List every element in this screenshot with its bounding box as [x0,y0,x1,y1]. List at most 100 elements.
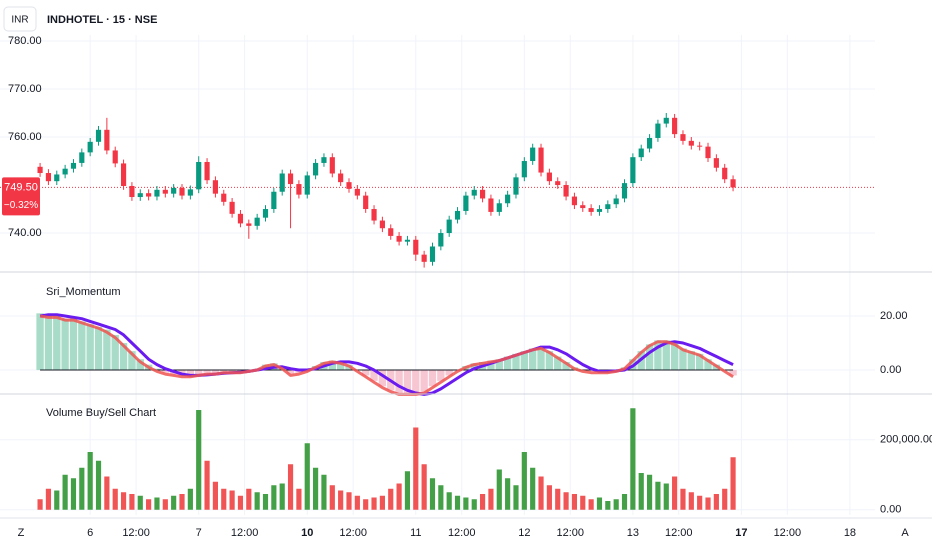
candle-body [354,188,360,196]
momentum-bar [362,370,370,376]
volume-bar [713,494,719,510]
momentum-bar [545,351,554,371]
x-tick-label: 18 [844,527,856,539]
x-tick-label: 12 [518,527,530,539]
momentum-bar [428,370,437,387]
symbol-title: INDHOTEL · 15 · NSE [47,14,157,26]
candle-body [655,123,661,138]
volume-bar [254,492,260,510]
y-tick-label: 770.00 [8,83,42,95]
volume-bar [496,469,502,510]
volume-bar [471,499,477,510]
momentum-bar [645,344,654,371]
candle-body [479,189,486,199]
volume-bar [646,474,653,510]
candle-body [722,167,728,180]
x-tick-label: 12:00 [556,527,584,539]
candle-body [471,189,477,196]
volume-bar [196,410,202,510]
candle-body [62,168,68,175]
candle-body [588,208,594,212]
momentum-bar [403,370,412,393]
volume-bar [162,499,168,510]
volume-bar [179,494,185,510]
momentum-bar [378,370,387,387]
candle-body [379,220,385,229]
momentum-bar [53,316,61,371]
pane-title: Sri_Momentum [46,286,121,298]
volume-bar [672,476,678,510]
candle-body [705,146,711,159]
currency[interactable]: INR [11,15,28,26]
volume-bar [104,476,110,510]
momentum-bar [328,360,336,371]
candle-body [229,201,235,214]
volume-bar [70,478,77,510]
candle-body [438,233,444,247]
pane-title: Volume Buy/Sell Chart [46,407,156,419]
momentum-bar [562,361,570,371]
x-tick-label: 10 [301,527,313,539]
momentum-bar [470,363,478,371]
volume-bar [171,495,177,510]
x-tick-label: 12:00 [231,527,259,539]
candle-body [496,203,502,212]
momentum-bar [654,340,662,371]
candle-body [446,219,452,234]
currency-button[interactable] [3,6,37,32]
candle-body [505,194,511,204]
candle-body [413,239,419,255]
momentum-bar [186,370,195,376]
candle-body [79,152,85,163]
y-tick-label: 0.00 [880,364,901,376]
candle-body [521,161,527,178]
candle-body [404,239,411,242]
volume-bar [95,460,102,510]
candle-body [672,117,678,135]
momentum-bar [395,370,403,393]
candle-body [454,210,461,220]
volume-bar [154,497,160,510]
momentum-bar [36,313,44,371]
momentum-bar [537,347,545,371]
volume-bar [37,499,43,510]
candle-body [546,172,552,182]
y-tick-label: 780.00 [8,35,42,47]
volume-bar [655,481,661,510]
candle-body [54,174,60,182]
candle-body [112,150,118,164]
x-tick-label: 17 [735,527,747,539]
candle-body [421,254,427,262]
volume-bar [87,452,93,510]
momentum-bar [153,368,161,371]
candle-body [538,147,544,173]
volume-bar [388,488,394,510]
volume-bar [454,495,461,510]
momentum-bar [211,370,220,373]
time-axis-left-button[interactable]: Z [18,527,25,539]
momentum-bar [136,359,144,371]
candle-body [429,246,436,262]
candle-body [104,129,110,151]
volume-bar [296,488,302,510]
volume-bar [404,471,411,510]
auto-scale-button[interactable]: A [901,527,909,539]
volume-bar [246,488,252,510]
momentum-bar [704,359,712,371]
candle-body [596,209,603,212]
candle-body [196,161,202,190]
volume-bar [705,497,711,510]
candle-body [346,182,352,189]
candle-body [146,193,152,197]
candle-body [179,187,185,196]
candle-body [296,184,302,195]
candle-body [162,189,168,194]
volume-bar [187,488,193,510]
candle-body [212,180,218,194]
last-price-label: 749.50 [4,181,38,193]
momentum-bar [111,334,119,371]
momentum-bar [729,370,737,376]
volume-bar [212,481,218,510]
volume-bar [605,501,611,510]
candle-body [371,209,377,221]
